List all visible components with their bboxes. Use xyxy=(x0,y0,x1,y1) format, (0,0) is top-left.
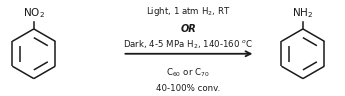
Text: OR: OR xyxy=(180,24,196,34)
Text: C$_{60}$ or C$_{70}$: C$_{60}$ or C$_{70}$ xyxy=(166,66,210,79)
Text: NH$_2$: NH$_2$ xyxy=(292,7,314,20)
Text: Dark, 4-5 MPa H$_2$, 140-160 $^o$C: Dark, 4-5 MPa H$_2$, 140-160 $^o$C xyxy=(123,38,253,51)
Text: 40-100% conv.: 40-100% conv. xyxy=(156,84,220,93)
Text: Light, 1 atm H$_2$, RT: Light, 1 atm H$_2$, RT xyxy=(146,5,230,19)
Text: NO$_2$: NO$_2$ xyxy=(23,7,45,20)
